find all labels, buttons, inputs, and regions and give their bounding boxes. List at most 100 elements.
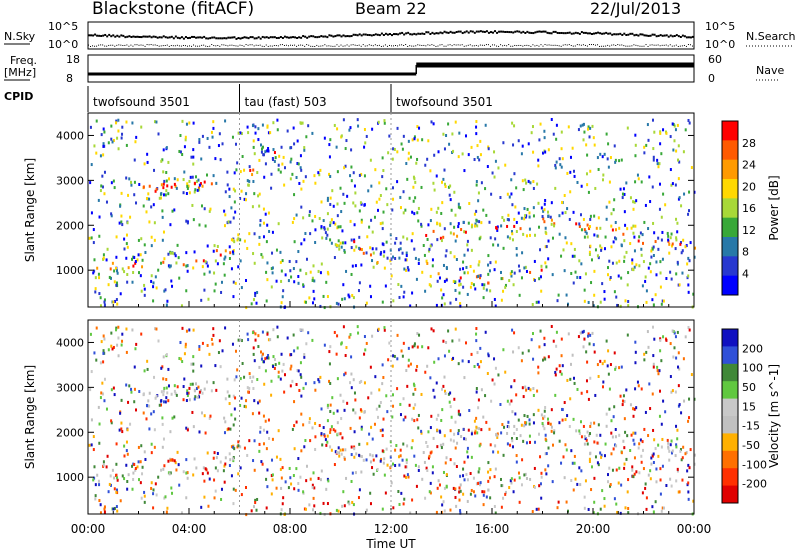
velocity-echo — [153, 375, 156, 379]
velocity-echo — [127, 473, 130, 477]
power-echo — [596, 156, 599, 160]
noise-point — [427, 31, 430, 34]
power-echo — [224, 213, 227, 217]
noise-search-point — [193, 44, 195, 46]
velocity-echo — [506, 431, 509, 435]
noise-point — [445, 31, 448, 34]
velocity-echo — [234, 488, 237, 492]
velocity-echo — [325, 443, 328, 447]
noise-search-point — [324, 44, 326, 46]
velocity-echo — [655, 467, 658, 471]
power-echo — [633, 249, 636, 253]
velocity-echo — [154, 396, 157, 400]
power-echo — [661, 299, 664, 303]
power-echo — [529, 233, 532, 237]
velocity-echo — [623, 462, 626, 466]
power-echo — [502, 246, 505, 250]
power-echo — [103, 170, 106, 174]
velocity-echo — [203, 387, 206, 391]
noise-search-point — [558, 45, 560, 47]
power-echo — [651, 298, 654, 302]
velocity-echo — [92, 435, 95, 439]
velocity-echo — [116, 476, 119, 480]
velocity-echo — [590, 488, 593, 492]
power-echo — [447, 185, 450, 189]
power-echo — [568, 217, 571, 221]
velocity-echo — [232, 502, 235, 506]
noise-point — [195, 36, 198, 39]
power-echo — [251, 124, 254, 128]
velocity-echo — [683, 399, 686, 403]
power-echo — [573, 247, 576, 251]
noise-point — [542, 30, 545, 33]
power-echo — [488, 220, 491, 224]
power-echo — [517, 264, 520, 268]
power-echo — [397, 283, 400, 287]
velocity-echo — [666, 438, 669, 442]
power-echo — [237, 265, 240, 269]
velocity-echo — [364, 348, 367, 352]
power-echo — [348, 128, 351, 132]
velocity-echo — [304, 382, 307, 386]
power-echo — [632, 207, 635, 211]
velocity-echo — [618, 433, 621, 437]
velocity-echo — [141, 472, 144, 476]
power-echo — [360, 218, 363, 222]
colorbar-tick-label: 4 — [742, 267, 749, 280]
velocity-echo — [267, 418, 270, 422]
noise-point — [162, 35, 165, 38]
power-echo — [261, 123, 264, 127]
power-echo — [277, 163, 280, 167]
power-echo — [588, 227, 591, 231]
power-echo — [328, 155, 331, 159]
power-echo — [177, 256, 180, 260]
power-echo — [99, 154, 102, 158]
noise-point — [229, 36, 232, 39]
velocity-echo — [591, 331, 594, 335]
velocity-echo — [487, 479, 490, 483]
noise-point — [647, 34, 650, 37]
power-echo — [148, 220, 151, 224]
velocity-echo — [184, 345, 187, 349]
power-echo — [198, 183, 201, 187]
power-echo — [165, 146, 168, 150]
velocity-echo — [287, 486, 290, 490]
velocity-echo — [275, 486, 278, 490]
noise-search-point — [611, 44, 613, 46]
velocity-echo — [621, 403, 624, 407]
velocity-echo — [400, 349, 403, 353]
noise-point — [473, 31, 476, 34]
power-echo — [203, 180, 206, 184]
power-echo — [314, 181, 317, 185]
velocity-echo — [264, 357, 267, 361]
velocity-echo — [525, 421, 528, 425]
velocity-echo — [126, 487, 129, 491]
power-echo — [654, 240, 657, 244]
noise-point — [144, 35, 147, 38]
power-echo — [89, 125, 92, 129]
power-echo — [265, 270, 268, 274]
velocity-echo — [134, 468, 137, 472]
velocity-echo — [573, 381, 576, 385]
noise-point — [419, 32, 422, 35]
velocity-echo — [103, 505, 106, 509]
noise-point — [344, 35, 347, 38]
velocity-echo — [658, 414, 661, 418]
power-echo — [513, 124, 516, 128]
power-echo — [543, 208, 546, 212]
velocity-echo — [601, 385, 604, 389]
power-echo — [515, 253, 518, 257]
power-echo — [407, 268, 410, 272]
power-echo — [681, 249, 684, 253]
velocity-echo — [593, 500, 596, 504]
noise-search-point — [469, 44, 471, 46]
power-echo — [364, 141, 367, 145]
velocity-echo — [681, 456, 684, 460]
velocity-echo — [553, 431, 556, 435]
power-echo — [92, 228, 95, 232]
velocity-echo — [675, 479, 678, 483]
power-echo — [339, 225, 342, 229]
power-echo — [603, 290, 606, 294]
power-echo — [643, 220, 646, 224]
velocity-echo — [270, 474, 273, 478]
